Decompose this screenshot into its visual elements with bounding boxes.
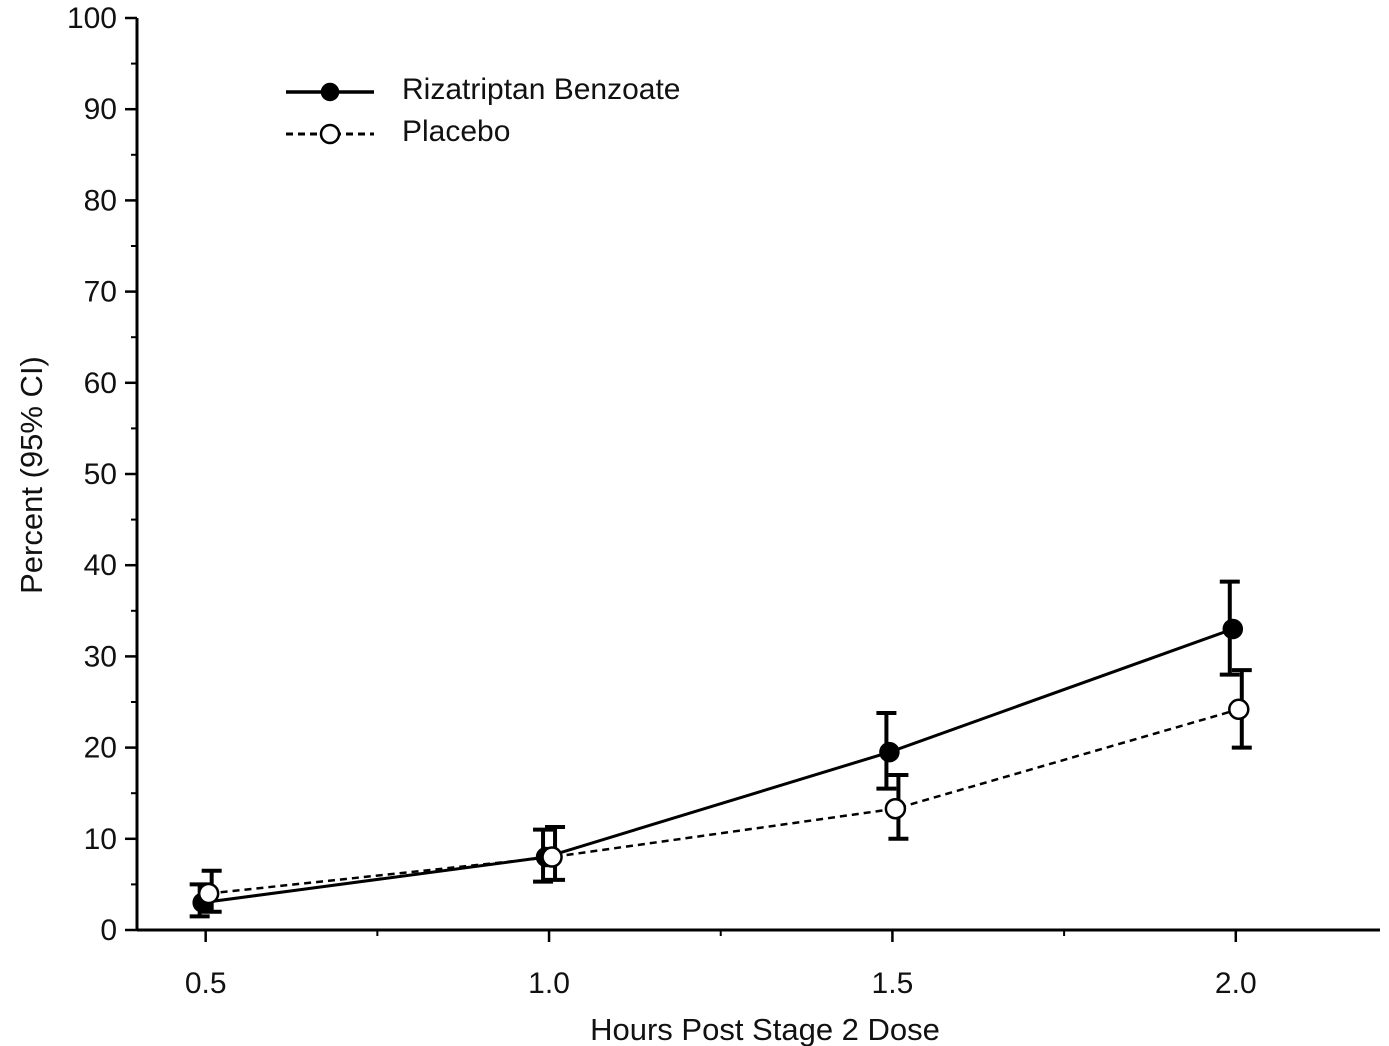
y-tick-label: 100	[67, 2, 117, 35]
y-tick-label: 50	[84, 458, 117, 491]
x-tick-label: 1.0	[528, 967, 570, 1000]
data-point	[541, 846, 563, 868]
y-tick-label: 80	[84, 184, 117, 217]
data-point	[197, 882, 220, 905]
x-tick-label: 1.5	[872, 967, 914, 1000]
legend: Rizatriptan Benzoate Placebo	[286, 73, 681, 148]
legend-marker	[320, 82, 340, 102]
y-tick-label: 70	[84, 276, 117, 309]
data-point	[1228, 698, 1250, 721]
y-tick-label: 90	[84, 93, 117, 126]
data-point	[1222, 618, 1244, 640]
legend-marker	[319, 123, 341, 145]
y-tick-label: 40	[84, 549, 117, 582]
y-tick-label: 10	[84, 823, 117, 856]
legend-label: Placebo	[402, 115, 510, 148]
plot-area: 0 10 20 30 40 50 60 70 80 90 100 0.5 1.0 1.5 2.0	[67, 2, 1380, 1000]
x-tick-label: 0.5	[185, 967, 227, 1000]
legend-label: Rizatriptan Benzoate	[402, 73, 681, 106]
y-tick-label: 30	[84, 640, 117, 673]
data-point	[884, 797, 907, 820]
series-line-1	[208, 708, 1240, 895]
data-point	[879, 741, 900, 763]
x-axis-title: Hours Post Stage 2 Dose	[590, 1012, 940, 1046]
y-tick-label: 20	[84, 732, 117, 765]
y-tick-label: 0	[100, 914, 117, 947]
y-axis-title: Percent (95% CI)	[14, 356, 49, 594]
x-tick-label: 2.0	[1215, 967, 1257, 1000]
y-tick-label: 60	[84, 367, 117, 400]
series-line-0	[202, 627, 1234, 905]
